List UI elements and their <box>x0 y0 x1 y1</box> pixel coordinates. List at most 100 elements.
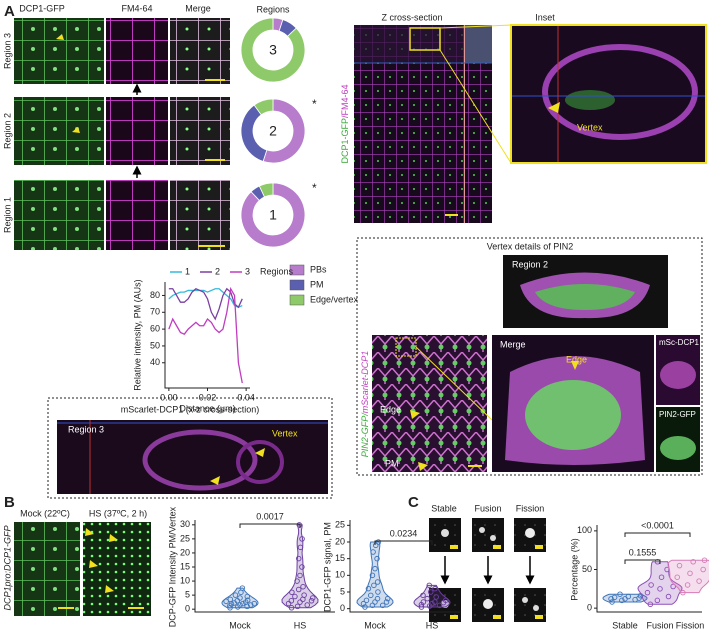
data-point <box>301 592 307 598</box>
y-tick-label: 10 <box>180 575 190 585</box>
y-tick-label: 25 <box>335 520 345 530</box>
y-tick-label: 60 <box>150 323 160 333</box>
data-point <box>680 589 686 596</box>
comparison-bracket <box>239 523 301 528</box>
data-point <box>684 582 691 588</box>
event-label: Stable <box>431 503 457 513</box>
data-point <box>244 593 251 600</box>
y-tick-label: 50 <box>150 340 160 350</box>
box-title: Vertex details of PIN2 <box>487 241 574 251</box>
data-point <box>427 589 434 595</box>
p-value: 0.0017 <box>256 511 284 521</box>
y-axis-label: DCP-GFP Intensity PM/Vertex <box>167 506 177 627</box>
data-point <box>424 595 431 602</box>
category-label: HS <box>426 620 439 630</box>
data-point <box>674 574 680 580</box>
legend-swatch <box>289 294 305 306</box>
donut-center: 3 <box>269 42 277 58</box>
y-tick-label: 100 <box>577 525 592 535</box>
category-label: Mock <box>229 620 251 630</box>
data-point <box>297 572 303 579</box>
y-tick-label: 0 <box>587 603 592 613</box>
p-value: 0.1555 <box>629 547 657 557</box>
inset-region: Region 3 <box>68 424 104 434</box>
data-point <box>370 549 376 555</box>
data-point <box>240 600 246 607</box>
comparison-bracket <box>624 559 661 564</box>
data-point <box>365 585 372 592</box>
pin2-box <box>356 237 703 476</box>
stain-part: /FM4-64 <box>340 84 350 118</box>
c-images <box>429 518 546 622</box>
series-line <box>168 287 243 321</box>
data-point <box>701 557 708 563</box>
panel-label: C <box>408 494 419 511</box>
data-point <box>227 603 233 609</box>
panel-label: B <box>4 494 15 511</box>
category-label: Mock <box>364 620 386 630</box>
data-point <box>294 578 300 584</box>
data-point <box>251 600 257 607</box>
data-point <box>433 594 439 600</box>
donut-segment <box>240 182 306 248</box>
data-point <box>375 589 381 595</box>
category-label: Fission <box>676 620 705 630</box>
data-point <box>371 582 377 589</box>
stain-part: DCP1-GFP <box>340 118 350 164</box>
data-point <box>299 536 305 542</box>
image-label: PIN2-GFP <box>659 410 696 419</box>
data-point <box>297 599 303 605</box>
reporter-label: DCP1pro:DCP1-GFP <box>2 525 12 610</box>
data-point <box>426 582 433 589</box>
data-point <box>611 594 618 601</box>
data-point <box>609 599 615 605</box>
y-tick-label: 25 <box>180 533 190 543</box>
data-point <box>299 564 305 570</box>
axes <box>164 282 250 389</box>
legend-title: Regions <box>260 266 294 276</box>
violin-outline <box>637 561 683 605</box>
data-point <box>288 598 295 604</box>
legend-label: 2 <box>215 266 220 276</box>
data-point <box>239 585 246 591</box>
data-point <box>670 583 676 590</box>
stain-part: mScarlet-DCP1 <box>360 351 370 414</box>
y-tick-label: 80 <box>150 290 160 300</box>
data-point <box>244 597 251 603</box>
legend-label: 3 <box>245 266 250 276</box>
image-annotation: Edge <box>566 354 587 364</box>
data-point <box>369 602 376 609</box>
data-point <box>374 579 381 585</box>
data-point <box>368 592 374 599</box>
data-point <box>687 570 693 577</box>
image-annotation: Edge <box>380 404 401 414</box>
data-point <box>625 593 632 600</box>
image-title: Inset <box>535 12 555 22</box>
y-axis-label: Relative intensity, PM (AUs) <box>132 279 142 390</box>
data-point <box>247 602 254 608</box>
data-point <box>418 604 425 610</box>
data-point <box>432 599 438 605</box>
data-point <box>289 589 295 596</box>
y-tick-label: 20 <box>180 547 190 557</box>
data-point <box>429 600 435 607</box>
data-point <box>292 593 298 600</box>
donut-center: 2 <box>269 123 277 139</box>
data-point <box>665 593 672 600</box>
data-point <box>696 578 702 584</box>
row-label: Region 2 <box>2 113 12 149</box>
category-label: Fusion <box>646 620 673 630</box>
column-header: Merge <box>185 3 211 13</box>
b-images <box>14 522 151 616</box>
axes <box>596 525 702 613</box>
donut-title: Regions <box>256 4 290 14</box>
legend-label: Edge/vertex <box>310 294 359 304</box>
data-point <box>300 583 306 590</box>
data-point <box>304 602 311 608</box>
data-point <box>308 598 315 604</box>
donut-segment <box>253 98 274 116</box>
image-label: mSc-DCP1 <box>659 338 700 347</box>
data-point <box>676 562 683 569</box>
y-tick-label: 40 <box>150 357 160 367</box>
y-tick-label: 5 <box>340 586 345 596</box>
